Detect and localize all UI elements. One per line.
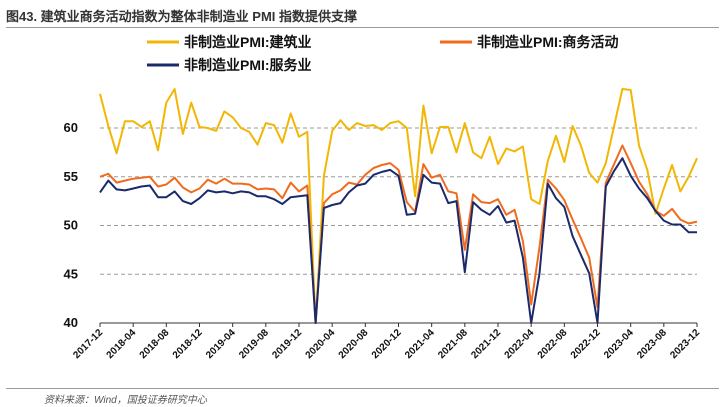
x-tick-label: 2021-08 (436, 327, 470, 361)
x-tick-label: 2021-12 (469, 327, 503, 361)
x-tick-label: 2022-12 (569, 327, 603, 361)
x-tick-label: 2018-12 (171, 327, 205, 361)
x-tick-label: 2022-04 (503, 327, 537, 361)
series-line-3 (99, 157, 697, 324)
x-tick-label: 2023-12 (668, 327, 702, 361)
figure-title: 图43. 建筑业商务活动指数为整体非制造业 PMI 指数提供支撑 (6, 9, 358, 24)
x-tick-label: 2019-12 (270, 327, 304, 361)
x-tick-label: 2020-08 (337, 327, 371, 361)
series-line-2 (99, 144, 698, 324)
x-tick-label: 2023-08 (635, 327, 669, 361)
x-tick-label: 2023-04 (602, 327, 636, 361)
bottom-rule (6, 388, 719, 389)
x-tick-label: 2019-04 (204, 327, 238, 361)
x-tick-label: 2019-08 (237, 327, 271, 361)
x-tick-label: 2021-04 (403, 327, 437, 361)
legend-label-1: 非制造业PMI:建筑业 (184, 34, 312, 50)
x-tick-label: 2022-08 (536, 327, 570, 361)
y-tick-label: 55 (64, 169, 78, 184)
x-axis-ticks: 2017-12 2018-04 2018-08 2018-12 2019-04 2019-… (71, 323, 702, 361)
y-tick-label: 60 (64, 120, 78, 135)
source-note: 资料来源：Wind，国投证券研究中心 (44, 395, 207, 406)
x-tick-label: 2020-12 (370, 327, 404, 361)
grid-lines (100, 127, 697, 275)
y-tick-label: 45 (64, 266, 78, 281)
x-tick-label: 2017-12 (71, 327, 105, 361)
legend-label-3: 非制造业PMI:服务业 (184, 57, 312, 73)
y-tick-label: 40 (64, 315, 78, 330)
x-tick-label: 2018-08 (138, 327, 172, 361)
legend-label-2: 非制造业PMI:商务活动 (477, 34, 619, 50)
x-tick-label: 2018-04 (105, 327, 139, 361)
y-axis-ticks: 40 45 50 55 60 (64, 120, 78, 330)
series-lines (99, 88, 698, 324)
top-rule (6, 27, 719, 28)
x-tick-label: 2020-04 (304, 327, 338, 361)
y-tick-label: 50 (64, 218, 78, 233)
series-line-1 (99, 88, 698, 324)
